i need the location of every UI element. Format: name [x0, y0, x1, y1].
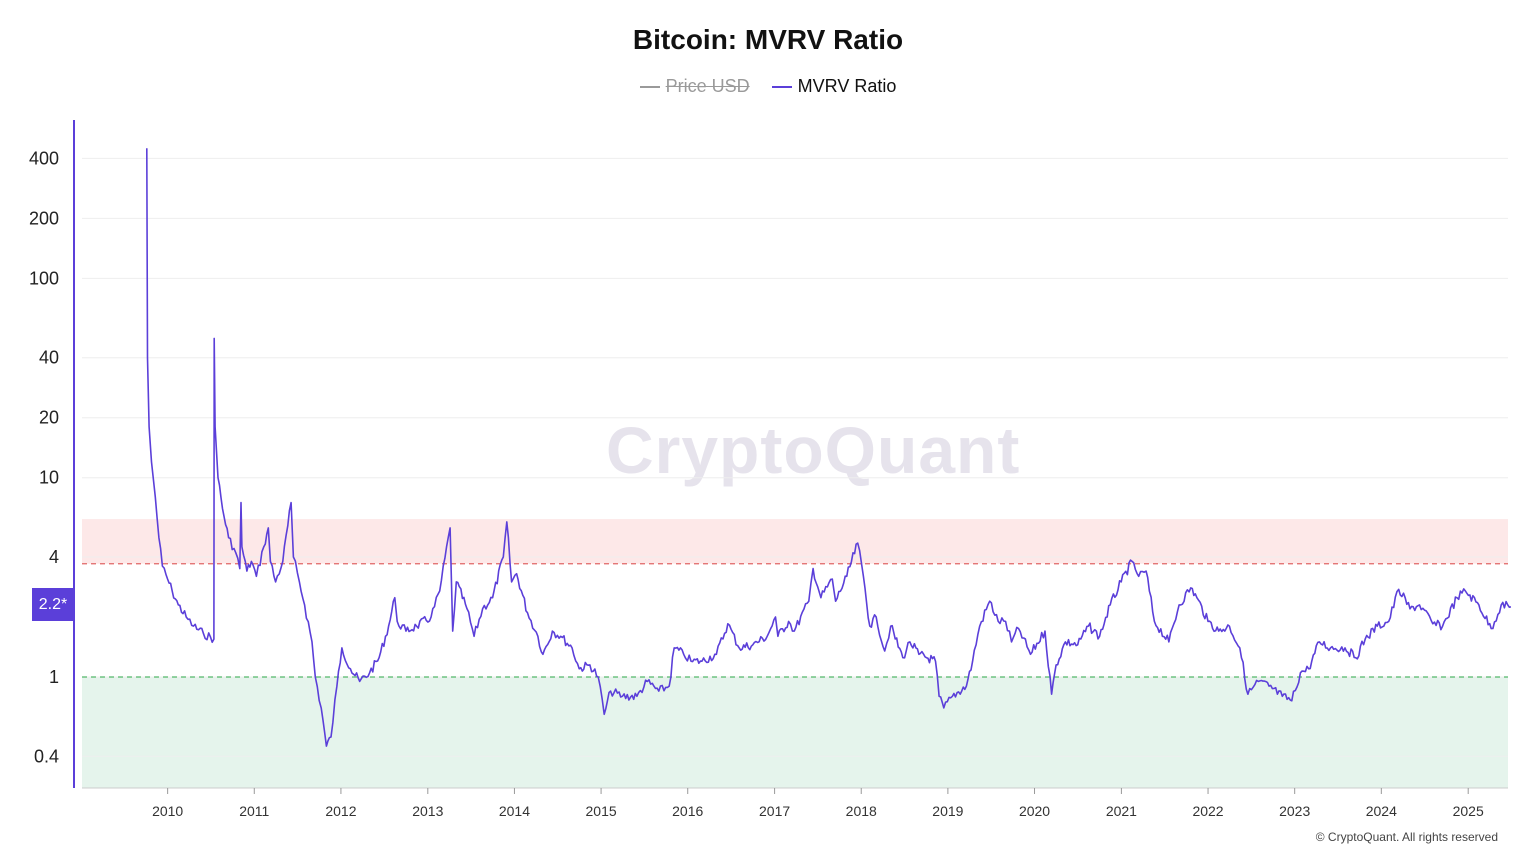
x-tick-label: 2010 — [152, 803, 183, 819]
x-tick-label: 2018 — [846, 803, 877, 819]
x-tick-label: 2020 — [1019, 803, 1050, 819]
x-tick-label: 2012 — [325, 803, 356, 819]
y-tick-label: 200 — [29, 208, 59, 228]
zone-undervalued — [82, 677, 1508, 788]
legend: Price USD MVRV Ratio — [0, 76, 1536, 97]
legend-item-mvrv-ratio[interactable]: MVRV Ratio — [771, 76, 897, 97]
current-value-badge: 2.2* — [32, 588, 74, 621]
legend-swatch-mvrv-ratio — [771, 85, 792, 88]
legend-item-price-usd[interactable]: Price USD — [639, 76, 750, 97]
x-tick-label: 2021 — [1106, 803, 1137, 819]
x-tick-label: 2019 — [932, 803, 963, 819]
y-tick-label: 40 — [39, 348, 59, 368]
x-tick-label: 2014 — [499, 803, 530, 819]
legend-label-price-usd: Price USD — [665, 76, 750, 96]
y-tick-label: 1 — [49, 667, 59, 687]
y-tick-label: 0.4 — [34, 746, 59, 766]
x-tick-label: 2024 — [1366, 803, 1397, 819]
x-tick-label: 2017 — [759, 803, 790, 819]
copyright-notice: © CryptoQuant. All rights reserved — [1315, 830, 1498, 844]
chart-title: Bitcoin: MVRV Ratio — [632, 24, 904, 55]
y-tick-label: 400 — [29, 148, 59, 168]
x-tick-label: 2022 — [1192, 803, 1223, 819]
watermark: CryptoQuant — [606, 413, 1021, 487]
y-tick-label: 4 — [49, 547, 59, 567]
y-tick-label: 100 — [29, 268, 59, 288]
x-tick-label: 2011 — [239, 803, 269, 819]
y-tick-label: 20 — [39, 408, 59, 428]
legend-label-mvrv-ratio: MVRV Ratio — [797, 76, 897, 96]
x-tick-label: 2025 — [1453, 803, 1484, 819]
x-tick-label: 2015 — [586, 803, 617, 819]
x-tick-label: 2013 — [412, 803, 443, 819]
x-tick-label: 2023 — [1279, 803, 1310, 819]
x-tick-label: 2016 — [672, 803, 703, 819]
legend-swatch-price-usd — [639, 85, 660, 88]
y-tick-label: 10 — [39, 468, 59, 488]
series-line-mvrv-ratio — [146, 148, 1512, 747]
zone-overvalued — [82, 519, 1508, 564]
